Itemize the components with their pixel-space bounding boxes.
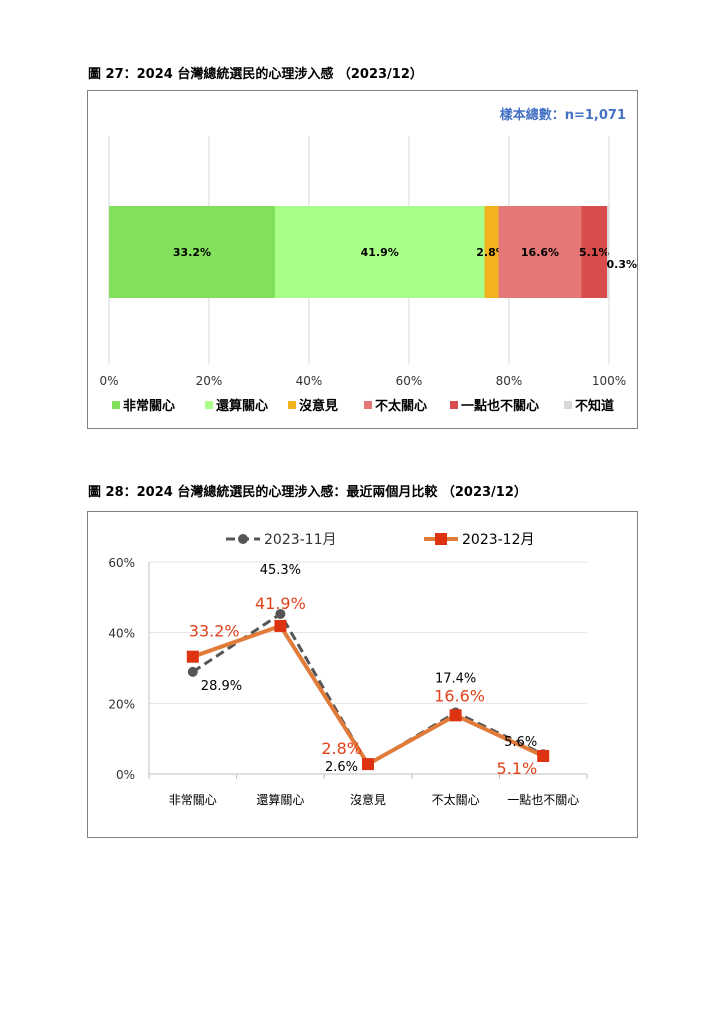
data-label-nov: 45.3% bbox=[260, 563, 301, 578]
x-tick-label: 80% bbox=[496, 374, 523, 388]
legend-swatch bbox=[450, 401, 458, 409]
x-tick-label: 60% bbox=[396, 374, 423, 388]
legend-label: 2023-11月 bbox=[264, 532, 337, 548]
y-tick-label: 0% bbox=[116, 768, 135, 782]
figure1-title: 圖 27：2024 台灣總統選民的心理涉入感 （2023/12） bbox=[88, 67, 423, 82]
legend-swatch bbox=[364, 401, 372, 409]
point-dec bbox=[274, 619, 287, 632]
bar-segment bbox=[275, 206, 485, 298]
legend-item: 2023-12月 bbox=[424, 532, 535, 548]
bar-segment bbox=[581, 206, 607, 298]
point-dec bbox=[449, 709, 462, 722]
legend-label: 非常關心 bbox=[123, 398, 175, 414]
bar-segment bbox=[484, 206, 499, 298]
figure1-frame: 樣本總數：n=1,071 0% 20% 40% 60% 80% 100% 33.2% 41.9… bbox=[87, 90, 638, 429]
x-tick-label: 非常關心 bbox=[169, 793, 217, 807]
legend-item: 不知道 bbox=[564, 398, 614, 414]
x-tick-label: 40% bbox=[296, 374, 323, 388]
point-dec bbox=[362, 758, 374, 771]
legend-marker bbox=[238, 534, 248, 544]
legend-label: 2023-12月 bbox=[462, 532, 535, 548]
x-tick-label: 還算關心 bbox=[256, 792, 304, 807]
data-label-dec: 2.8% bbox=[321, 739, 362, 758]
data-label: 0.3% bbox=[607, 258, 638, 271]
data-label: 33.2% bbox=[173, 246, 211, 259]
data-label: 16.6% bbox=[521, 246, 559, 259]
data-label-nov: 17.4% bbox=[435, 672, 476, 687]
legend-item: 還算關心 bbox=[205, 398, 268, 414]
data-label-nov: 5.6% bbox=[504, 735, 537, 750]
data-label: 5.1% bbox=[579, 246, 610, 259]
line-comparison-chart: 0% 20% 40% 60% 非常關心 還算關心 沒意見 不太關心 一點也不關心 28.9% 45.… bbox=[108, 532, 588, 807]
legend-item: 非常關心 bbox=[112, 398, 175, 414]
data-label: 41.9% bbox=[361, 246, 399, 259]
legend-marker bbox=[435, 533, 447, 545]
legend-item: 沒意見 bbox=[288, 398, 338, 414]
legend-item: 2023-11月 bbox=[226, 532, 337, 548]
x-tick-label: 100% bbox=[592, 374, 626, 388]
x-tick-label: 沒意見 bbox=[350, 792, 386, 807]
figure2-frame: 0% 20% 40% 60% 非常關心 還算關心 沒意見 不太關心 一點也不關心 28.9% 45.… bbox=[87, 511, 638, 838]
x-tick-label: 0% bbox=[99, 374, 118, 388]
data-label-dec: 41.9% bbox=[255, 594, 306, 613]
point-dec bbox=[537, 749, 550, 762]
point-nov bbox=[187, 666, 198, 677]
bar-segment bbox=[607, 206, 609, 298]
legend-item: 一點也不關心 bbox=[450, 398, 539, 414]
y-tick-label: 40% bbox=[108, 627, 135, 641]
legend-swatch bbox=[288, 401, 296, 409]
data-label-nov: 28.9% bbox=[201, 679, 242, 694]
legend-label: 還算關心 bbox=[216, 398, 268, 414]
figure2-title: 圖 28：2024 台灣總統選民的心理涉入感：最近兩個月比較 （2023/12） bbox=[88, 485, 527, 500]
y-tick-label: 20% bbox=[108, 697, 135, 711]
legend-swatch bbox=[205, 401, 213, 409]
sample-size-note: 樣本總數：n=1,071 bbox=[500, 107, 626, 123]
legend-label: 不知道 bbox=[575, 398, 614, 414]
legend-swatch bbox=[564, 401, 572, 409]
x-tick-label: 不太關心 bbox=[432, 792, 480, 807]
bar-segment bbox=[109, 206, 275, 298]
point-nov bbox=[275, 608, 286, 619]
legend-label: 不太關心 bbox=[375, 398, 427, 414]
data-label-dec: 16.6% bbox=[434, 686, 485, 705]
stacked-bar-chart: 樣本總數：n=1,071 0% 20% 40% 60% 80% 100% 33.2% 41.9… bbox=[99, 107, 638, 414]
x-tick-label: 一點也不關心 bbox=[507, 793, 579, 807]
data-label-dec: 33.2% bbox=[189, 622, 240, 641]
y-tick-label: 60% bbox=[108, 556, 135, 570]
point-dec bbox=[186, 650, 199, 663]
data-label-dec: 5.1% bbox=[497, 759, 538, 778]
legend-item: 不太關心 bbox=[364, 398, 427, 414]
legend-label: 沒意見 bbox=[299, 398, 338, 414]
series-line-dec bbox=[192, 623, 545, 767]
bar-segment bbox=[498, 206, 582, 298]
legend-swatch bbox=[112, 401, 120, 409]
data-label-nov: 2.6% bbox=[325, 760, 358, 775]
legend-label: 一點也不關心 bbox=[461, 398, 539, 414]
x-tick-label: 20% bbox=[196, 374, 223, 388]
series-line-nov bbox=[191, 611, 544, 767]
